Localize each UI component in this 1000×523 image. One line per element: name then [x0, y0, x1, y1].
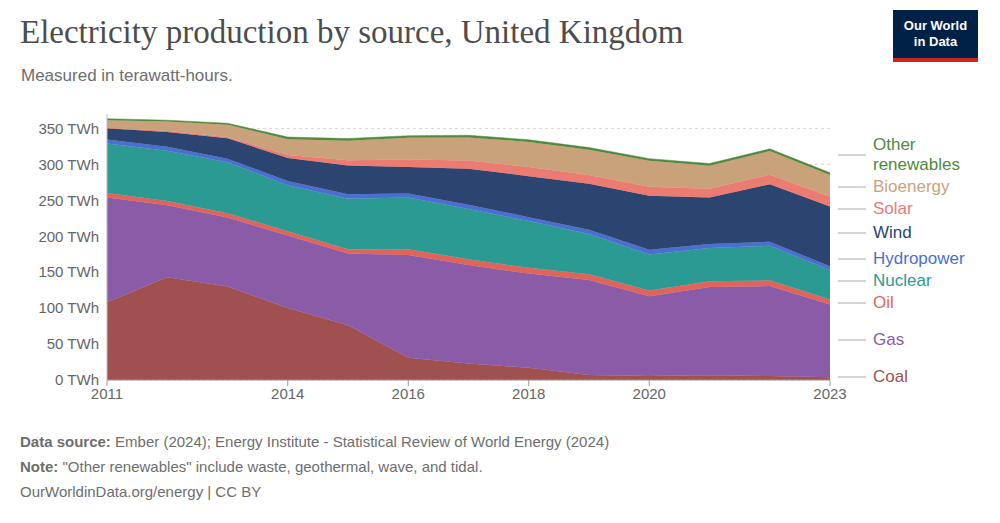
svg-text:2023: 2023	[813, 385, 846, 402]
svg-text:350 TWh: 350 TWh	[38, 120, 99, 137]
svg-text:0 TWh: 0 TWh	[55, 371, 99, 388]
html-text:Gas: Gas	[873, 330, 905, 349]
html-text:Nuclear: Nuclear	[873, 271, 932, 290]
html-text:Bioenergy: Bioenergy	[873, 177, 950, 196]
html-text:Electricity production by sour: Electricity production by source, United…	[20, 14, 684, 50]
html-text:Coal: Coal	[873, 367, 908, 386]
svg-text:150 TWh: 150 TWh	[38, 263, 99, 280]
svg-text:2016: 2016	[392, 385, 425, 402]
html-text:Solar: Solar	[873, 199, 913, 218]
html-text:Data source: Ember (2024); Ene: Data source: Ember (2024); Energy Instit…	[20, 433, 610, 450]
html-text:Measured in terawatt-hours.: Measured in terawatt-hours.	[21, 66, 233, 85]
svg-text:2014: 2014	[271, 385, 304, 402]
html-text:Hydropower: Hydropower	[873, 249, 965, 268]
svg-text:100 TWh: 100 TWh	[38, 299, 99, 316]
html-text:Note: "Other renewables" inclu: Note: "Other renewables" include waste, …	[20, 458, 483, 475]
html-text:Wind: Wind	[873, 223, 912, 242]
svg-text:2018: 2018	[512, 385, 545, 402]
svg-text:300 TWh: 300 TWh	[38, 156, 99, 173]
html-text:Other renewables: Other renewables	[873, 135, 960, 174]
svg-text:250 TWh: 250 TWh	[38, 192, 99, 209]
svg-text:2011: 2011	[90, 384, 124, 402]
svg-text:200 TWh: 200 TWh	[38, 228, 99, 245]
html-text:Our World in Data: Our World in Data	[903, 18, 968, 49]
svg-text:50 TWh: 50 TWh	[47, 335, 99, 352]
svg-text:2020: 2020	[633, 385, 666, 402]
html-text:OurWorldinData.org/energy | CC: OurWorldinData.org/energy | CC BY	[20, 483, 262, 500]
html-text:Oil: Oil	[873, 293, 894, 312]
